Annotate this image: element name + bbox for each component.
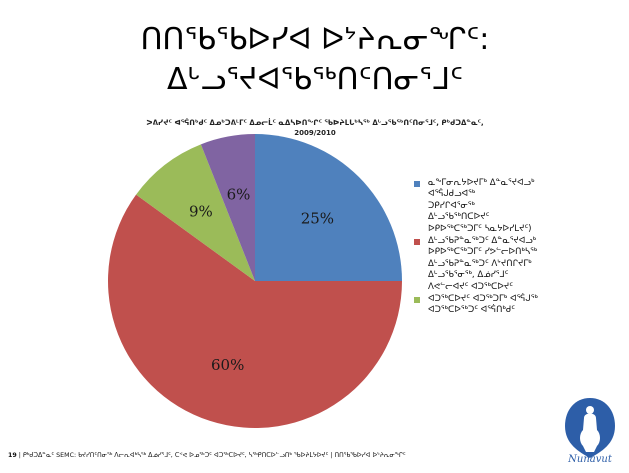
pie-slice-4: [200, 134, 255, 281]
legend-swatch-1: [414, 181, 420, 187]
pie-data-label-4: 6%: [227, 185, 251, 203]
legend-label-2-line-4: ᐃᒡᓗᖃᕐᓂᖅ, ᐃᓅᓯᕐᒧᑦ: [428, 270, 509, 281]
legend-label-2-line-3: ᐃᒡᓗᖃᕈᓐᓇᖅᑐᑦ ᐱᔾᔪᑎᒋᔪᒥᒃ: [428, 258, 532, 269]
pie-slice-1: [255, 134, 402, 281]
legend-label-1-line-5: ᐅᑭᐅᖅᑕᖅᑐᒥᑦ ᓴᓇᔭᐅᓯᒪᔪᑦ): [428, 223, 532, 234]
logo-syllabics: ᓄᓇᕗᑦ: [581, 400, 599, 407]
legend-label-3-line-1: ᐊᑐᖅᑕᐅᔪᑦ ᐊᑐᖅᑐᒥᒃ ᐊᕐᕌᒍᖅ: [428, 294, 538, 305]
legend-label-2-line-1: ᐃᒡᓗᖃᕈᓐᓇᖅᑐᑦ ᐃᓐᓇᕐᔪᐊᓗᒃ: [428, 236, 537, 247]
footer-page-number: 19: [8, 452, 17, 459]
pie-data-label-2: 60%: [211, 356, 244, 374]
legend-label-2-line-5: ᐱᕙᓪᓕᐊᔪᑦ ᐊᑐᖅᑕᐅᔪᑦ: [428, 281, 514, 292]
pie-slice-2: [108, 194, 403, 428]
slide-title-line1: ᑎᑎᕐᑲᖃᐅᓯᐊ ᐅᔾᔨᕆᓂᖏᑦ:: [140, 22, 490, 57]
legend-label-1-line-3: ᑐᑭᓯᒋᐊᕐᓂᖅ: [428, 200, 475, 211]
legend-label-1-line-2: ᐊᕐᕌᒍᑯᓗᐊᖅ: [428, 189, 476, 200]
footer-text: ᑭᒃᑯᑐᐃᓐᓇᑦ SEMC: ᑲᔪᓯᑎᑦᑎᓂᖅ ᐱᓕᕆᐊᒃᓴᖅ ᐃᓅᓯᕐᒧᑦ, …: [22, 452, 406, 459]
legend-item-2: ᐃᒡᓗᖃᕈᓐᓇᖅᑐᑦ ᐃᓐᓇᕐᔪᐊᓗᒃ ᐅᑭᐅᖅᑕᖅᑐᒥᑦ ᓯᕗᓪᓕᐅᑎᒃᓴᖅ ᐃᒡ…: [414, 236, 559, 293]
logo-text: Nunavut: [567, 454, 613, 464]
slide-title-line2: ᐃᒡᓗᕐᔪᐊᖃᖅᑎᑦᑎᓂᕐᒧᑦ: [166, 62, 464, 97]
legend-label-3-line-2: ᐊᑐᖅᑕᐅᖅᑐᑦ ᐊᕐᕌᑎᒃᑯᑦ: [428, 305, 515, 316]
legend-swatch-3: [414, 297, 420, 304]
slide-footer: 19 | ᑭᒃᑯᑐᐃᓐᓇᑦ SEMC: ᑲᔪᓯᑎᑦᑎᓂᖅ ᐱᓕᕆᐊᒃᓴᖅ ᐃᓅᓯ…: [8, 452, 406, 459]
logo-head-shape: [586, 406, 594, 414]
legend-label-1-line-1: ᓇᖕᒥᓂᕆᔭᐅᔪᒥᒃ ᐃᓐᓇᕐᔪᐊᓗᒃ: [428, 178, 535, 188]
legend-label-2-line-2: ᐅᑭᐅᖅᑕᖅᑐᒥᑦ ᓯᕗᓪᓕᐅᑎᒃᓴᖅ: [428, 247, 538, 258]
nunavut-logo: ᓄᓇᕗᑦ Nunavut: [565, 398, 615, 464]
chart-subtitle: ᐳᕕᓯᔪᑦ ᐊᕐᕌᑎᒃᑯᑦ ᐃᓄᒃᑐᕕᒻᒥᑦ ᐃᓄᓕᒫᑦ ᓇᐃᓴᐅᑎᖏᑦ ᖃᐅᔨ…: [90, 118, 540, 138]
pie-data-label-3: 9%: [189, 202, 213, 220]
logo-figure-shape: [580, 413, 600, 452]
pie-data-label-1: 25%: [301, 210, 334, 228]
chart-legend: ᓇᖕᒥᓂᕆᔭᐅᔪᒥᒃ ᐃᓐᓇᕐᔪᐊᓗᒃ ᐊᕐᕌᒍᑯᓗᐊᖅ ᑐᑭᓯᒋᐊᕐᓂᖅ ᐃᒡᓗᖃᖅ…: [414, 178, 559, 318]
legend-item-3: ᐊᑐᖅᑕᐅᔪᑦ ᐊᑐᖅᑐᒥᒃ ᐊᕐᕌᒍᖅ ᐊᑐᖅᑕᐅᖅᑐᑦ ᐊᕐᕌᑎᒃᑯᑦ: [414, 294, 559, 317]
legend-label-1-line-4: ᐃᒡᓗᖃᖅᑎᑕᐅᔪᑦ: [428, 212, 490, 223]
chart-subtitle-line2: 2009/2010: [294, 129, 336, 137]
pie-slice-3: [136, 144, 255, 281]
legend-item-1: ᓇᖕᒥᓂᕆᔭᐅᔪᒥᒃ ᐃᓐᓇᕐᔪᐊᓗᒃ ᐊᕐᕌᒍᑯᓗᐊᖅ ᑐᑭᓯᒋᐊᕐᓂᖅ ᐃᒡᓗᖃᖅ…: [414, 178, 559, 235]
legend-swatch-2: [414, 239, 420, 246]
footer-separator: |: [18, 452, 23, 459]
chart-subtitle-line1: ᐳᕕᓯᔪᑦ ᐊᕐᕌᑎᒃᑯᑦ ᐃᓄᒃᑐᕕᒻᒥᑦ ᐃᓄᓕᒫᑦ ᓇᐃᓴᐅᑎᖏᑦ ᖃᐅᔨ…: [146, 119, 484, 127]
